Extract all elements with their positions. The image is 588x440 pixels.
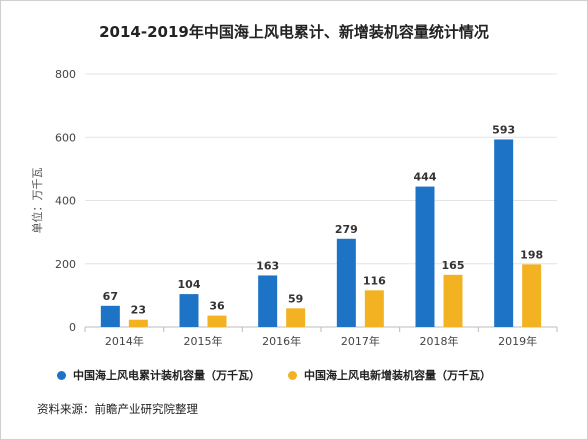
- data-label: 593: [492, 123, 515, 136]
- legend-dot-new: [288, 370, 297, 380]
- bar-cumulative: [415, 186, 435, 327]
- legend-item-cumulative: 中国海上风电累计装机容量（万千瓦）: [57, 367, 260, 383]
- data-label: 23: [131, 304, 146, 317]
- legend-item-new: 中国海上风电新增装机容量（万千瓦）: [288, 367, 491, 383]
- y-tick-label: 200: [55, 258, 76, 271]
- legend-dot-cumulative: [57, 370, 66, 380]
- x-tick-label: 2017年: [341, 334, 380, 348]
- bar-cumulative: [100, 305, 120, 327]
- legend-label-new: 中国海上风电新增装机容量（万千瓦）: [304, 369, 491, 382]
- bar-new: [443, 274, 463, 327]
- data-label: 116: [363, 274, 386, 287]
- bar-new: [286, 308, 306, 327]
- chart-legend: 中国海上风电累计装机容量（万千瓦） 中国海上风电新增装机容量（万千瓦）: [57, 367, 519, 383]
- chart-title: 2014-2019年中国海上风电累计、新增装机容量统计情况: [99, 23, 489, 41]
- data-label: 163: [256, 259, 279, 272]
- legend-label-cumulative: 中国海上风电累计装机容量（万千瓦）: [73, 369, 260, 382]
- y-axis-label: 单位：万千瓦: [30, 168, 44, 234]
- x-tick-label: 2015年: [184, 334, 223, 348]
- bar-cumulative: [179, 294, 199, 327]
- data-label: 104: [178, 278, 201, 291]
- bar-new: [364, 290, 384, 327]
- bar-cumulative: [336, 238, 356, 327]
- data-label: 36: [209, 300, 225, 313]
- y-tick-label: 0: [69, 321, 76, 334]
- data-label: 67: [103, 290, 118, 303]
- bar-cumulative: [258, 275, 278, 327]
- x-tick-label: 2018年: [420, 334, 459, 348]
- x-tick-label: 2014年: [105, 334, 144, 348]
- bar-cumulative: [494, 139, 514, 327]
- data-label: 444: [414, 171, 437, 184]
- data-label: 165: [442, 259, 465, 272]
- source-note: 资料来源：前瞻产业研究院整理: [37, 402, 198, 416]
- y-tick-label: 800: [55, 68, 76, 81]
- data-label: 59: [288, 292, 303, 305]
- y-tick-label: 600: [55, 131, 76, 144]
- y-tick-label: 400: [55, 195, 76, 208]
- bar-new: [522, 264, 542, 327]
- x-tick-label: 2019年: [498, 334, 537, 348]
- bar-new: [207, 315, 227, 327]
- x-tick-label: 2016年: [262, 334, 301, 348]
- bar-new: [128, 319, 148, 327]
- data-label: 198: [520, 248, 543, 261]
- data-label: 279: [335, 223, 358, 236]
